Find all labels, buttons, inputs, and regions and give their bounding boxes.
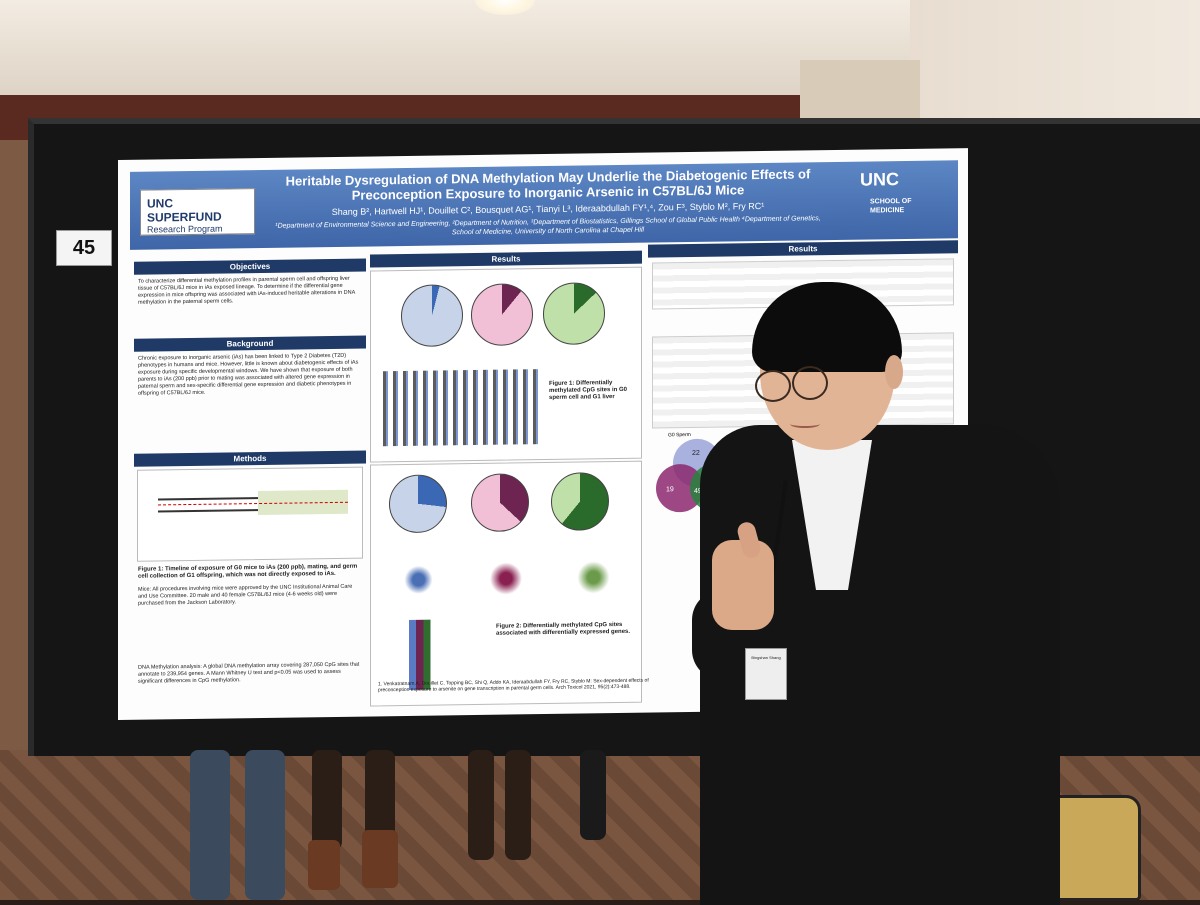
results-heading-right: Results (648, 240, 958, 258)
superfund-logo-sub: Research Program (147, 223, 223, 235)
ceiling-light (475, 0, 535, 15)
pie-g0-sperm-degs (389, 474, 447, 534)
methods-heading: Methods (134, 450, 366, 467)
objectives-text: To characterize differential methylation… (138, 275, 355, 306)
person-leg (580, 750, 606, 840)
thumbs-up-hand (712, 540, 774, 630)
superfund-logo-title: UNC SUPERFUND (147, 196, 222, 225)
results-figure-2-caption: Figure 2: Differentially methylated CpG … (496, 621, 631, 637)
venn-label: G0 Sperm (668, 432, 691, 439)
glasses-lens-right (792, 366, 828, 400)
glasses-lens-left (755, 370, 791, 402)
venn-b: 19 (666, 486, 674, 494)
boot (308, 840, 340, 890)
scatter-plots (381, 551, 631, 606)
boot (362, 830, 398, 888)
dna-methylation-text: DNA Methylation analysis: A global DNA m… (138, 661, 360, 685)
results-heading: Results (370, 250, 642, 268)
person-smile (790, 420, 820, 428)
booth-number: 45 (56, 230, 112, 266)
pie-g1-male-degs (551, 472, 609, 531)
person-leg (468, 750, 494, 860)
superfund-logo: UNC SUPERFUND Research Program (140, 188, 255, 236)
unc-logo: UNC (860, 169, 899, 190)
poster-column-left: Objectives To characterize differential … (134, 258, 366, 712)
results-figure-2: Figure 2: Differentially methylated CpG … (370, 460, 642, 707)
pie-g0-sperm (401, 284, 463, 348)
person-leg (190, 750, 230, 900)
person-leg (245, 750, 285, 900)
timeline-figure (137, 466, 363, 562)
name-badge: Bingshan Shang (745, 648, 787, 700)
methods-text: Mice: All procedures involving mice were… (138, 583, 353, 607)
person-leg (505, 750, 531, 860)
pie-g1-female-liver (471, 283, 533, 347)
venn-a: 22 (692, 449, 700, 457)
results-figure-1: Figure 1: Differentially methylated CpG … (370, 266, 642, 463)
pie-g1-female-degs (471, 473, 529, 533)
background-text: Chronic exposure to inorganic arsenic (i… (138, 352, 359, 397)
poster-column-middle: Results Figure 1: Differentially methyla… (370, 250, 642, 710)
results-figure-1-caption: Figure 1: Differentially methylated CpG … (549, 380, 628, 401)
pie-g1-male-liver (543, 282, 605, 346)
cpg-bar-chart (383, 369, 543, 447)
unc-school: SCHOOL OF MEDICINE (870, 197, 912, 215)
person-ear (885, 355, 903, 389)
person-leg (312, 750, 342, 850)
